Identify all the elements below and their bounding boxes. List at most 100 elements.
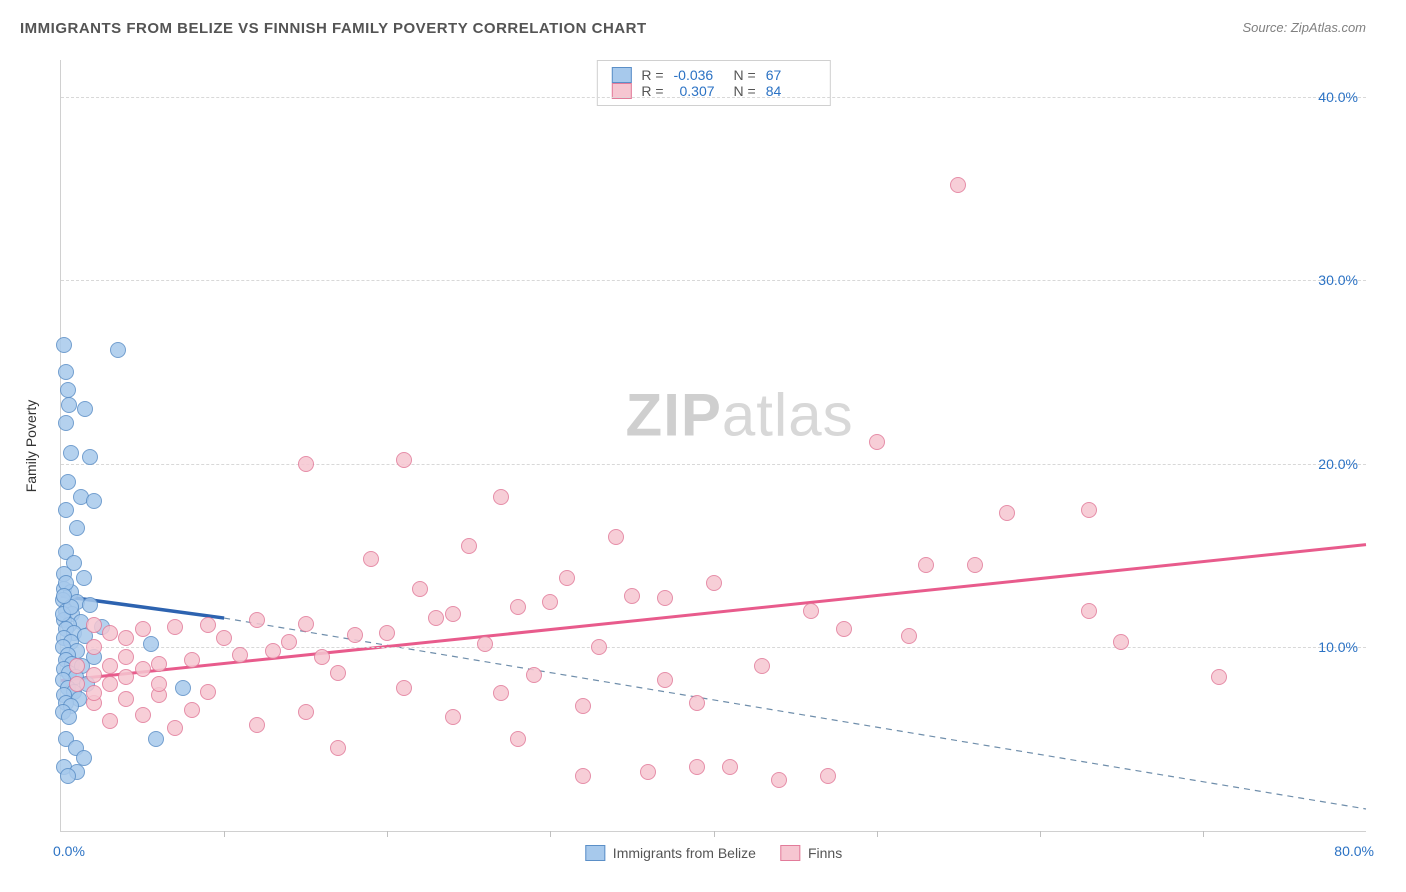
scatter-point-series-1 <box>86 685 102 701</box>
scatter-point-series-1 <box>493 489 509 505</box>
scatter-point-series-1 <box>836 621 852 637</box>
scatter-point-series-1 <box>689 759 705 775</box>
scatter-point-series-1 <box>461 538 477 554</box>
scatter-point-series-1 <box>608 529 624 545</box>
scatter-point-series-1 <box>950 177 966 193</box>
scatter-point-series-1 <box>102 676 118 692</box>
scatter-point-series-1 <box>86 617 102 633</box>
scatter-point-series-1 <box>200 684 216 700</box>
scatter-point-series-1 <box>1113 634 1129 650</box>
x-tick <box>224 831 225 837</box>
scatter-point-series-1 <box>167 619 183 635</box>
legend-bottom: Immigrants from Belize Finns <box>585 845 842 861</box>
y-tick-label: 20.0% <box>1318 456 1358 472</box>
scatter-point-series-0 <box>61 397 77 413</box>
scatter-point-series-1 <box>102 713 118 729</box>
scatter-point-series-1 <box>135 661 151 677</box>
y-tick-label: 30.0% <box>1318 272 1358 288</box>
x-tick <box>387 831 388 837</box>
legend-swatch-bottom-1 <box>780 845 800 861</box>
scatter-point-series-1 <box>118 669 134 685</box>
scatter-point-series-1 <box>428 610 444 626</box>
scatter-point-series-1 <box>330 665 346 681</box>
scatter-point-series-1 <box>575 698 591 714</box>
scatter-point-series-1 <box>86 639 102 655</box>
scatter-point-series-1 <box>396 680 412 696</box>
scatter-point-series-1 <box>575 768 591 784</box>
x-tick <box>1040 831 1041 837</box>
scatter-point-series-1 <box>445 606 461 622</box>
scatter-point-series-0 <box>86 493 102 509</box>
scatter-point-series-1 <box>526 667 542 683</box>
scatter-point-series-1 <box>135 707 151 723</box>
scatter-point-series-1 <box>330 740 346 756</box>
scatter-point-series-1 <box>1081 603 1097 619</box>
x-tick <box>1203 831 1204 837</box>
scatter-point-series-1 <box>151 656 167 672</box>
scatter-point-series-1 <box>232 647 248 663</box>
y-tick-label: 40.0% <box>1318 89 1358 105</box>
scatter-point-series-1 <box>102 658 118 674</box>
scatter-point-series-1 <box>918 557 934 573</box>
scatter-point-series-0 <box>56 337 72 353</box>
scatter-point-series-1 <box>657 672 673 688</box>
scatter-point-series-1 <box>510 599 526 615</box>
gridline <box>61 647 1366 648</box>
legend-swatch-bottom-0 <box>585 845 605 861</box>
legend-label-0: Immigrants from Belize <box>613 845 756 861</box>
source-attribution: Source: ZipAtlas.com <box>1242 20 1366 35</box>
scatter-point-series-1 <box>216 630 232 646</box>
plot-area: Family Poverty ZIPatlas R = -0.036 N = 6… <box>60 60 1366 832</box>
scatter-point-series-1 <box>510 731 526 747</box>
scatter-point-series-0 <box>63 445 79 461</box>
scatter-point-series-1 <box>118 630 134 646</box>
scatter-point-series-1 <box>347 627 363 643</box>
scatter-point-series-0 <box>143 636 159 652</box>
scatter-point-series-1 <box>657 590 673 606</box>
scatter-point-series-1 <box>249 717 265 733</box>
scatter-point-series-0 <box>58 364 74 380</box>
scatter-point-series-1 <box>86 667 102 683</box>
scatter-point-series-1 <box>1211 669 1227 685</box>
scatter-point-series-0 <box>110 342 126 358</box>
scatter-point-series-1 <box>1081 502 1097 518</box>
scatter-point-series-1 <box>689 695 705 711</box>
scatter-point-series-1 <box>298 456 314 472</box>
scatter-point-series-1 <box>298 704 314 720</box>
scatter-point-series-0 <box>76 570 92 586</box>
x-tick <box>877 831 878 837</box>
scatter-point-series-1 <box>771 772 787 788</box>
scatter-point-series-0 <box>58 502 74 518</box>
scatter-point-series-1 <box>298 616 314 632</box>
scatter-point-series-0 <box>58 415 74 431</box>
scatter-point-series-1 <box>820 768 836 784</box>
chart-container: IMMIGRANTS FROM BELIZE VS FINNISH FAMILY… <box>20 20 1386 872</box>
scatter-point-series-1 <box>901 628 917 644</box>
legend-label-1: Finns <box>808 845 842 861</box>
trend-lines-svg <box>61 60 1366 831</box>
scatter-point-series-0 <box>82 597 98 613</box>
scatter-point-series-1 <box>591 639 607 655</box>
scatter-point-series-0 <box>82 449 98 465</box>
scatter-point-series-0 <box>60 474 76 490</box>
scatter-point-series-1 <box>69 676 85 692</box>
x-axis-label-max: 80.0% <box>1334 843 1374 859</box>
y-axis-title: Family Poverty <box>23 399 39 492</box>
scatter-point-series-1 <box>624 588 640 604</box>
scatter-point-series-1 <box>102 625 118 641</box>
scatter-point-series-1 <box>135 621 151 637</box>
scatter-point-series-1 <box>559 570 575 586</box>
scatter-point-series-1 <box>379 625 395 641</box>
scatter-point-series-1 <box>118 691 134 707</box>
gridline <box>61 97 1366 98</box>
scatter-point-series-0 <box>175 680 191 696</box>
scatter-point-series-1 <box>412 581 428 597</box>
scatter-point-series-1 <box>722 759 738 775</box>
scatter-point-series-0 <box>60 382 76 398</box>
scatter-point-series-1 <box>754 658 770 674</box>
legend-item: Finns <box>780 845 842 861</box>
gridline <box>61 280 1366 281</box>
scatter-point-series-1 <box>706 575 722 591</box>
scatter-point-series-0 <box>61 709 77 725</box>
scatter-point-series-1 <box>640 764 656 780</box>
